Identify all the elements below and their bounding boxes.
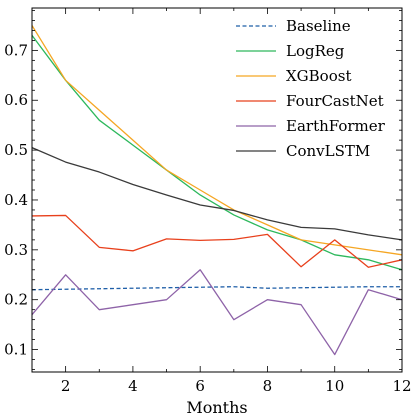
x-tick-label: 4 (128, 377, 138, 395)
y-tick-label: 0.6 (4, 91, 28, 109)
legend-label-earthformer: EarthFormer (286, 117, 386, 135)
series-line-fourcastnet (31, 214, 403, 268)
y-tick-label: 0.4 (4, 191, 28, 209)
legend-label-logreg: LogReg (286, 42, 345, 60)
series-line-xgboost (31, 25, 403, 256)
x-tick-label: 2 (61, 377, 71, 395)
y-tick-label: 0.5 (4, 141, 28, 159)
y-tick-label: 0.2 (4, 291, 28, 309)
y-tick-label: 0.3 (4, 241, 28, 259)
x-tick-label: 8 (263, 377, 273, 395)
legend-label-fourcastnet: FourCastNet (286, 92, 384, 110)
legend-label-convlstm: ConvLSTM (286, 142, 370, 160)
y-tick-label: 0.7 (4, 41, 28, 59)
legend-label-baseline: Baseline (286, 17, 351, 35)
y-axis: 0.1 0.2 0.3 0.4 0.5 0.6 0.7 (4, 10, 402, 370)
series-layer (31, 25, 403, 356)
x-tick-label: 12 (392, 377, 411, 395)
x-axis: 2 4 6 8 10 12 (31, 8, 412, 395)
legend: Baseline LogReg XGBoost FourCastNet EarthFor… (236, 17, 386, 160)
series-line-baseline (31, 286, 402, 291)
y-tick-label: 0.1 (4, 341, 28, 359)
plot-frame (31, 7, 403, 373)
series-line-convlstm (31, 147, 403, 241)
x-axis-label: Months (186, 398, 247, 417)
x-tick-label: 6 (195, 377, 205, 395)
series-line-logreg (31, 35, 403, 271)
legend-label-xgboost: XGBoost (286, 67, 351, 85)
x-tick-label: 10 (325, 377, 344, 395)
series-line-earthformer (31, 269, 403, 356)
